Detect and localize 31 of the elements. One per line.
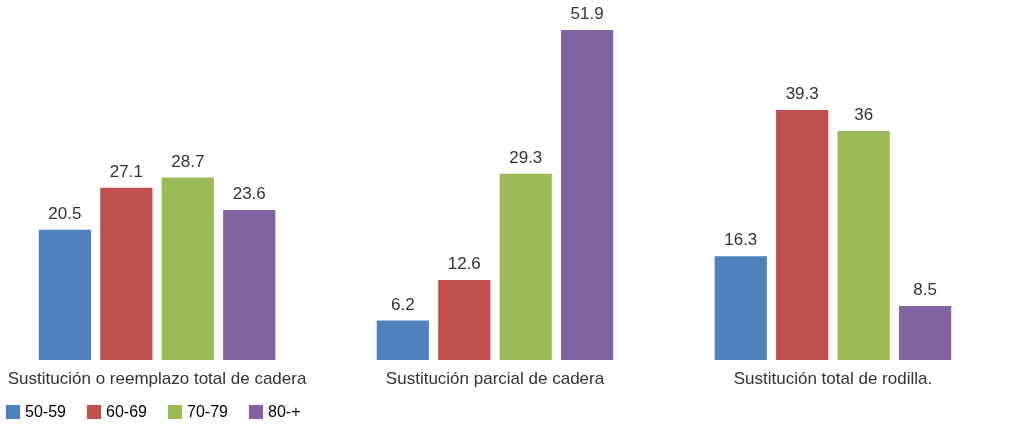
bar: [223, 209, 276, 360]
bar: [161, 177, 214, 360]
bar: [100, 187, 153, 360]
bar: [38, 229, 92, 360]
data-label: 51.9: [570, 4, 604, 23]
x-tick-label: Sustitución o reemplazo total de cadera: [7, 368, 307, 388]
legend-label: 80-+: [268, 403, 301, 420]
bar: [714, 256, 767, 360]
data-label: 20.5: [48, 203, 82, 223]
data-label: 27.1: [109, 161, 143, 181]
legend-label: 70-79: [187, 403, 229, 420]
legend-label: 60-69: [106, 403, 148, 420]
bar: [561, 30, 614, 360]
data-label: 28.7: [171, 151, 205, 171]
data-label: 16.3: [724, 230, 758, 250]
bar: [837, 131, 890, 360]
bar: [376, 320, 429, 360]
data-label: 29.3: [509, 147, 543, 167]
bar: [898, 305, 952, 360]
data-label: 8.5: [913, 279, 937, 299]
legend-label: 50-59: [25, 403, 67, 420]
data-label: 36: [854, 105, 874, 125]
x-tick-label: Sustitución total de rodilla.: [733, 368, 933, 388]
data-label: 23.6: [232, 183, 266, 203]
data-label: 6.2: [391, 294, 415, 314]
x-tick-label: Sustitución parcial de cadera: [385, 368, 605, 388]
bar: [499, 173, 552, 360]
data-label: 39.3: [785, 84, 819, 104]
bar: [438, 279, 491, 360]
bar: [776, 110, 829, 360]
data-label: 12.6: [447, 253, 481, 273]
